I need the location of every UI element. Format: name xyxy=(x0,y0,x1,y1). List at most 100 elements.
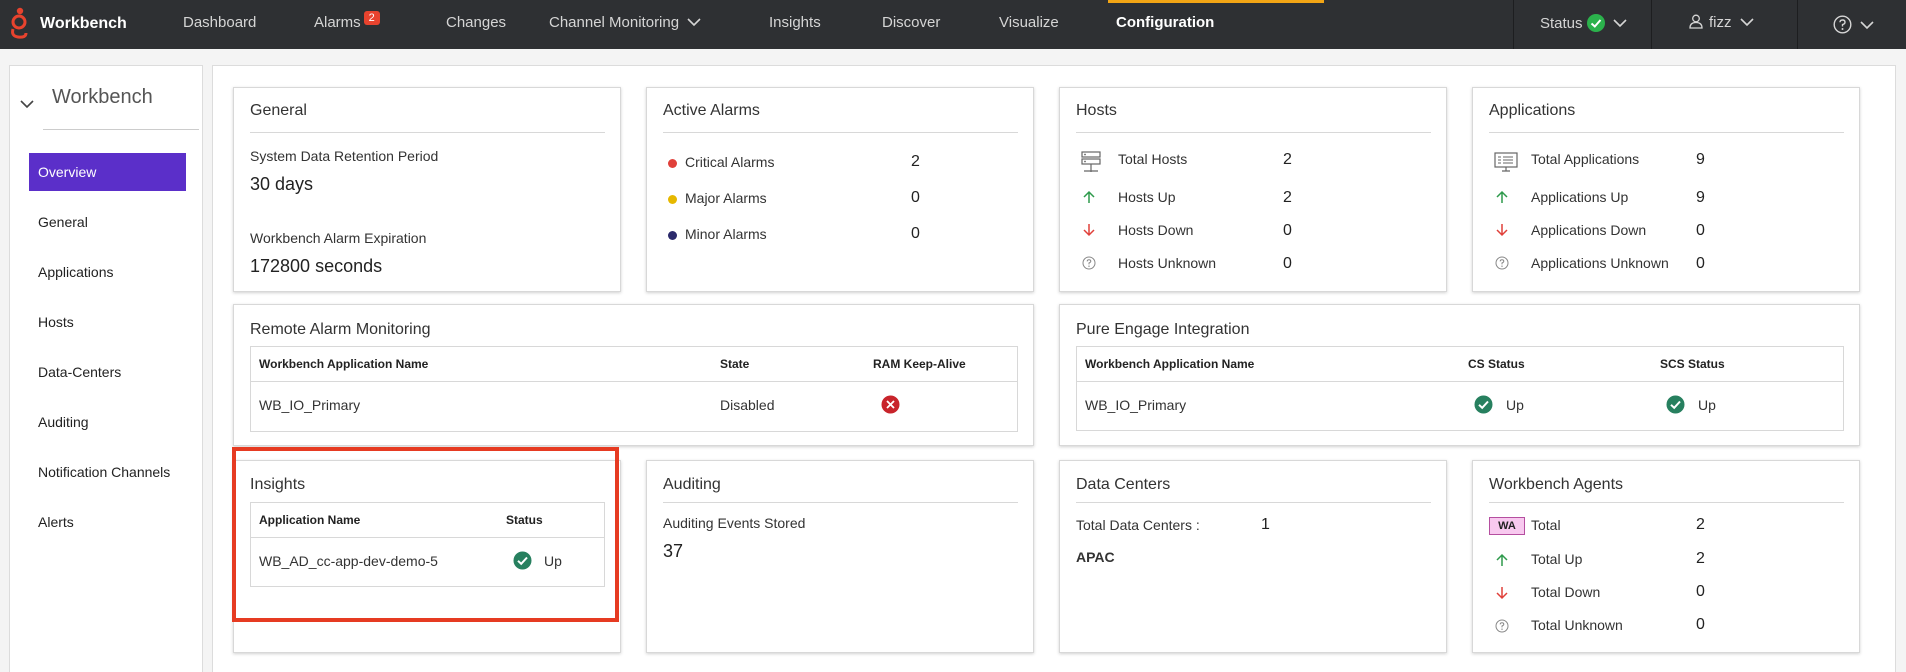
user-menu[interactable]: fizz xyxy=(1689,14,1754,31)
chevron-down-icon[interactable] xyxy=(19,96,35,112)
table-header: Workbench Application Name CS Status SCS… xyxy=(1077,347,1843,382)
sidebar-item-applications[interactable]: Applications xyxy=(38,264,114,280)
sidebar-item-notification-channels[interactable]: Notification Channels xyxy=(38,464,171,480)
chevron-down-icon xyxy=(1860,21,1874,30)
question-icon xyxy=(1495,619,1509,633)
remote-alarm-monitoring-card: Remote Alarm Monitoring Workbench Applic… xyxy=(233,304,1034,446)
sidebar-item-overview[interactable]: Overview xyxy=(29,153,186,191)
scs-status-cell: Up xyxy=(1698,397,1716,413)
applications-up-value: 9 xyxy=(1696,189,1705,206)
card-divider xyxy=(663,502,1018,503)
sidebar-item-data-centers[interactable]: Data-Centers xyxy=(38,364,122,380)
column-header[interactable]: State xyxy=(720,357,750,371)
major-alarms-label[interactable]: Major Alarms xyxy=(685,190,767,206)
nav-discover[interactable]: Discover xyxy=(882,14,941,31)
applications-up-label: Applications Up xyxy=(1531,189,1629,205)
sidebar-item-general[interactable]: General xyxy=(38,214,88,230)
sidebar-item-auditing[interactable]: Auditing xyxy=(38,414,89,430)
data-center-name[interactable]: APAC xyxy=(1076,549,1115,565)
status-cell: Up xyxy=(544,553,562,569)
chevron-down-icon xyxy=(1612,19,1627,28)
column-header[interactable]: CS Status xyxy=(1468,357,1525,371)
sidebar-divider xyxy=(43,129,199,130)
column-header[interactable]: RAM Keep-Alive xyxy=(873,357,966,371)
sidebar-item-hosts[interactable]: Hosts xyxy=(38,314,74,330)
help-icon xyxy=(1833,15,1852,34)
card-title: Data Centers xyxy=(1076,476,1171,493)
nav-configuration[interactable]: Configuration xyxy=(1116,14,1215,31)
question-icon xyxy=(1082,256,1096,270)
status-ok-icon xyxy=(513,551,532,570)
data-centers-card: Data Centers Total Data Centers : 1 APAC xyxy=(1059,460,1447,653)
nav-insights[interactable]: Insights xyxy=(769,14,821,31)
status-label: Status xyxy=(1540,15,1583,32)
nav-alarms-label: Alarms xyxy=(314,14,361,31)
card-title: Auditing xyxy=(663,476,721,493)
agents-unknown-label: Total Unknown xyxy=(1531,617,1623,633)
application-icon xyxy=(1494,152,1518,172)
column-header[interactable]: Status xyxy=(506,513,543,527)
agents-down-label: Total Down xyxy=(1531,584,1601,600)
active-alarms-card: Active Alarms Critical Alarms 2 Major Al… xyxy=(646,87,1034,292)
total-applications-value: 9 xyxy=(1696,151,1705,168)
nav-alarms[interactable]: Alarms 2 xyxy=(314,11,380,31)
retention-value: 30 days xyxy=(250,174,314,194)
scrollbar-track[interactable] xyxy=(1895,65,1896,672)
card-title: Workbench Agents xyxy=(1489,476,1624,493)
hosts-down-label: Hosts Down xyxy=(1118,222,1194,238)
minor-alarms-label[interactable]: Minor Alarms xyxy=(685,226,767,242)
nav-divider xyxy=(1513,0,1514,49)
sidebar-item-alerts[interactable]: Alerts xyxy=(38,514,74,530)
applications-unknown-label: Applications Unknown xyxy=(1531,255,1669,271)
hosts-up-label: Hosts Up xyxy=(1118,189,1176,205)
card-divider xyxy=(663,132,1018,133)
nav-dashboard[interactable]: Dashboard xyxy=(183,14,257,31)
applications-down-value: 0 xyxy=(1696,222,1705,239)
auditing-events-value: 37 xyxy=(663,541,684,561)
agents-down-value: 0 xyxy=(1696,583,1705,600)
column-header[interactable]: Workbench Application Name xyxy=(259,357,429,371)
application-name-cell: WB_IO_Primary xyxy=(259,397,361,413)
card-title: Hosts xyxy=(1076,102,1117,119)
status-ok-icon xyxy=(1586,14,1605,32)
applications-unknown-value: 0 xyxy=(1696,255,1705,272)
total-data-centers-label: Total Data Centers : xyxy=(1076,517,1200,533)
card-divider xyxy=(1076,502,1431,503)
nav-changes[interactable]: Changes xyxy=(446,14,507,31)
remote-alarm-table: Workbench Application Name State RAM Kee… xyxy=(250,346,1018,432)
table-header: Application Name Status xyxy=(251,503,604,538)
column-header[interactable]: Application Name xyxy=(259,513,361,527)
active-tab-indicator xyxy=(1108,0,1324,3)
status-menu[interactable]: Status xyxy=(1540,14,1627,32)
card-title: Applications xyxy=(1489,102,1576,119)
chevron-down-icon xyxy=(687,18,701,27)
major-alarms-value: 0 xyxy=(911,189,920,206)
total-agents-value: 2 xyxy=(1696,516,1705,533)
arrow-up-icon xyxy=(1496,190,1508,203)
nav-visualize[interactable]: Visualize xyxy=(999,14,1059,31)
column-header[interactable]: SCS Status xyxy=(1660,357,1725,371)
alarm-expiration-value: 172800 seconds xyxy=(250,256,383,276)
top-navigation-bar: Workbench Dashboard Alarms 2 Changes Chan… xyxy=(0,0,1906,49)
arrow-down-icon xyxy=(1496,587,1508,600)
critical-alarms-label[interactable]: Critical Alarms xyxy=(685,154,775,170)
help-menu[interactable] xyxy=(1833,15,1874,34)
retention-label: System Data Retention Period xyxy=(250,148,439,164)
card-divider xyxy=(1489,502,1844,503)
status-ok-icon xyxy=(1474,395,1493,414)
general-card: General System Data Retention Period 30 … xyxy=(233,87,621,292)
insights-card: Insights Application Name Status WB_AD_c… xyxy=(233,460,621,653)
applications-down-label: Applications Down xyxy=(1531,222,1647,238)
total-hosts-label: Total Hosts xyxy=(1118,151,1188,167)
nav-channel-monitoring[interactable]: Channel Monitoring xyxy=(549,14,701,31)
agents-up-value: 2 xyxy=(1696,550,1705,567)
status-ok-icon xyxy=(1666,395,1685,414)
column-header[interactable]: Workbench Application Name xyxy=(1085,357,1255,371)
sidebar: Workbench Overview General Applications … xyxy=(9,65,203,672)
agents-unknown-value: 0 xyxy=(1696,616,1705,633)
arrow-up-icon xyxy=(1083,190,1095,203)
hosts-card: Hosts Total Hosts 2 Hosts Up 2 Hosts Dow… xyxy=(1059,87,1447,292)
pure-engage-table: Workbench Application Name CS Status SCS… xyxy=(1076,346,1844,431)
question-icon xyxy=(1495,256,1509,270)
card-title: General xyxy=(250,102,307,119)
